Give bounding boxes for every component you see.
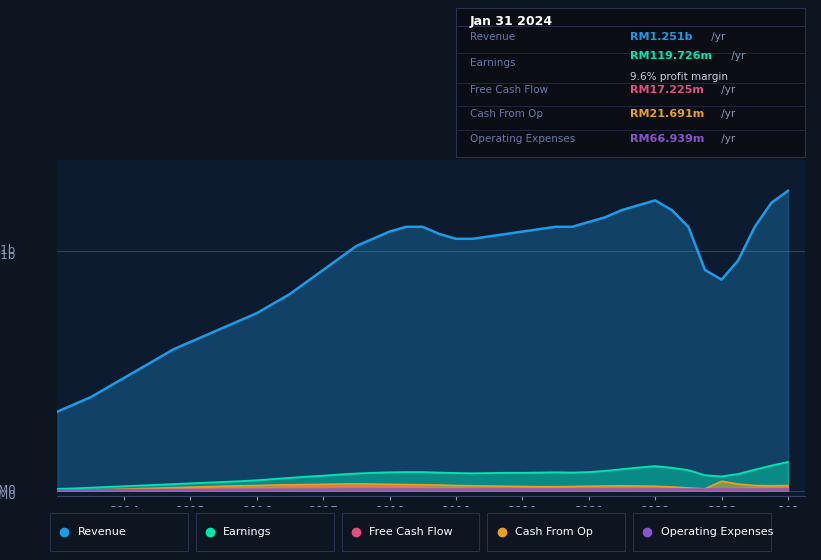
Text: /yr: /yr <box>718 109 736 119</box>
Text: RM1.251b: RM1.251b <box>631 31 693 41</box>
Text: Earnings: Earnings <box>223 527 272 537</box>
Text: Free Cash Flow: Free Cash Flow <box>470 85 548 95</box>
Text: /yr: /yr <box>718 85 736 95</box>
Text: RM17.225m: RM17.225m <box>631 85 704 95</box>
Text: RM1b: RM1b <box>0 249 16 262</box>
Text: RM0: RM0 <box>0 489 16 502</box>
Text: Jan 31 2024: Jan 31 2024 <box>470 15 553 28</box>
Text: RM119.726m: RM119.726m <box>631 51 712 61</box>
Text: /yr: /yr <box>718 134 736 144</box>
Text: Earnings: Earnings <box>470 58 515 68</box>
Text: /yr: /yr <box>728 51 745 61</box>
FancyBboxPatch shape <box>633 513 771 551</box>
Text: 9.6% profit margin: 9.6% profit margin <box>631 72 728 82</box>
Text: Cash From Op: Cash From Op <box>470 109 543 119</box>
Text: Revenue: Revenue <box>470 31 515 41</box>
Text: RM66.939m: RM66.939m <box>631 134 704 144</box>
Text: Cash From Op: Cash From Op <box>515 527 593 537</box>
Text: Revenue: Revenue <box>77 527 126 537</box>
Text: RM21.691m: RM21.691m <box>631 109 704 119</box>
FancyBboxPatch shape <box>488 513 626 551</box>
Text: Operating Expenses: Operating Expenses <box>470 134 575 144</box>
Text: /yr: /yr <box>709 31 726 41</box>
FancyBboxPatch shape <box>342 513 479 551</box>
Text: Operating Expenses: Operating Expenses <box>661 527 773 537</box>
FancyBboxPatch shape <box>50 513 188 551</box>
FancyBboxPatch shape <box>195 513 333 551</box>
Text: Free Cash Flow: Free Cash Flow <box>369 527 452 537</box>
Text: RM0: RM0 <box>0 484 16 497</box>
Text: RM1b: RM1b <box>0 244 16 257</box>
